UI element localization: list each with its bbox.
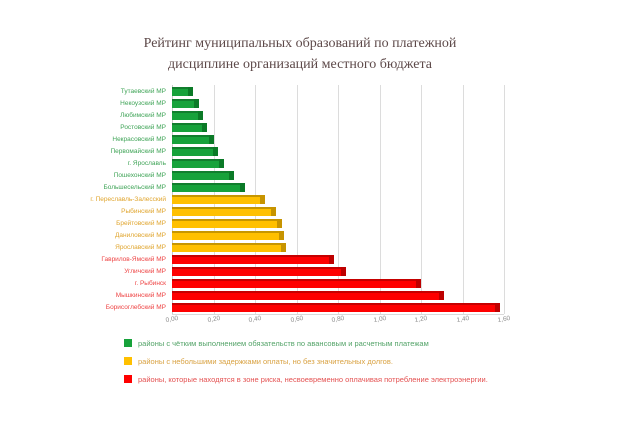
legend: районы с чётким выполнением обязательств… xyxy=(124,334,488,388)
bar xyxy=(172,279,421,289)
bar-row xyxy=(172,97,504,109)
bars-container xyxy=(172,85,504,314)
bar xyxy=(172,291,444,301)
legend-label: районы с небольшими задержками оплаты, н… xyxy=(138,356,393,366)
bar xyxy=(172,146,218,156)
bar xyxy=(172,86,193,96)
category-label: Гаврилов-Ямский МР xyxy=(101,256,166,264)
legend-item: районы, которые находятся в зоне риска, … xyxy=(124,370,488,388)
gridline xyxy=(504,85,505,314)
category-label: Даниловский МР xyxy=(114,232,166,240)
bar-row xyxy=(172,302,504,314)
bar xyxy=(172,194,266,204)
bar xyxy=(172,98,199,108)
legend-swatch xyxy=(124,375,132,383)
gridline xyxy=(421,85,422,314)
bar-row xyxy=(172,133,504,145)
bar xyxy=(172,206,276,216)
gridline xyxy=(338,85,339,314)
chart-title-line-2: дисциплине организаций местного бюджета xyxy=(168,57,432,72)
bar xyxy=(172,170,235,180)
x-tick-label: 0,80 xyxy=(331,314,345,325)
category-label: Первомайский МР xyxy=(110,147,166,155)
x-axis: 0,00 0,20 0,40 0,60 0,80 1,00 1,20 1,40 1,60 xyxy=(165,314,512,330)
x-tick-label: 0,20 xyxy=(206,314,221,325)
x-tick-label: 1,60 xyxy=(497,314,511,325)
chart-title: Рейтинг муниципальных образований по пла… xyxy=(0,33,600,75)
bar xyxy=(172,231,285,241)
x-tick-label: 1,00 xyxy=(372,314,387,325)
bar-row xyxy=(172,169,504,181)
bar xyxy=(172,110,204,120)
legend-label: районы, которые находятся в зоне риска, … xyxy=(138,374,488,384)
category-label: г. Переславль-Залесский xyxy=(90,195,166,203)
bar xyxy=(172,122,208,132)
category-label: Борисоглебский МР xyxy=(105,304,166,312)
category-label: Угличский МР xyxy=(124,268,166,276)
category-label: г. Рыбинск xyxy=(134,280,166,288)
bar-row xyxy=(172,109,504,121)
bar-row xyxy=(172,266,504,278)
bar xyxy=(172,134,214,144)
bar xyxy=(172,219,282,229)
bar-row xyxy=(172,205,504,217)
bar xyxy=(172,158,224,168)
category-label: Пошехонский МР xyxy=(113,171,166,179)
bar-row xyxy=(172,278,504,290)
bar-row xyxy=(172,121,504,133)
plot-area xyxy=(172,85,505,315)
bar xyxy=(172,182,245,192)
x-tick-label: 0,40 xyxy=(248,314,262,325)
bar xyxy=(172,255,334,265)
bar-row xyxy=(172,157,504,169)
x-tick-label: 0,00 xyxy=(165,314,179,325)
bar xyxy=(172,267,347,277)
category-label: Рыбинский МР xyxy=(121,207,166,215)
category-label: Любимский МР xyxy=(120,111,166,119)
legend-item: районы с небольшими задержками оплаты, н… xyxy=(124,352,488,370)
bar-row xyxy=(172,145,504,157)
bar-row xyxy=(172,181,504,193)
y-axis-labels: Тутаевский МР Некоузский МР Любимский МР Ро… xyxy=(40,85,168,314)
category-label: Ярославский МР xyxy=(115,244,166,252)
legend-label: районы с чётким выполнением обязательств… xyxy=(138,338,429,348)
legend-swatch xyxy=(124,339,132,347)
bar-row xyxy=(172,290,504,302)
category-label: Ростовский МР xyxy=(120,123,166,131)
bar xyxy=(172,243,287,253)
bar-row xyxy=(172,85,504,97)
bar-row xyxy=(172,193,504,205)
category-label: Некоузский МР xyxy=(120,99,166,107)
bar-row xyxy=(172,218,504,230)
category-label: Мышкинский МР xyxy=(115,292,166,300)
category-label: Тутаевский МР xyxy=(120,87,166,95)
category-label: Большесельский МР xyxy=(103,183,167,191)
category-label: Некрасовский МР xyxy=(112,135,166,143)
x-tick-label: 1,40 xyxy=(455,314,470,325)
x-tick-label: 0,60 xyxy=(289,314,304,325)
chart-title-line-1: Рейтинг муниципальных образований по пла… xyxy=(143,36,457,51)
x-tick-label: 1,20 xyxy=(414,314,428,325)
bar-row xyxy=(172,242,504,254)
bar-row xyxy=(172,254,504,266)
legend-item: районы с чётким выполнением обязательств… xyxy=(124,334,488,352)
category-label: Брейтовский МР xyxy=(116,220,166,228)
bar xyxy=(172,303,500,313)
gridline xyxy=(296,85,298,314)
gridline xyxy=(462,85,464,314)
category-label: г. Ярославль xyxy=(127,159,166,167)
legend-swatch xyxy=(124,357,132,365)
bar-row xyxy=(172,230,504,242)
gridline xyxy=(379,85,381,314)
